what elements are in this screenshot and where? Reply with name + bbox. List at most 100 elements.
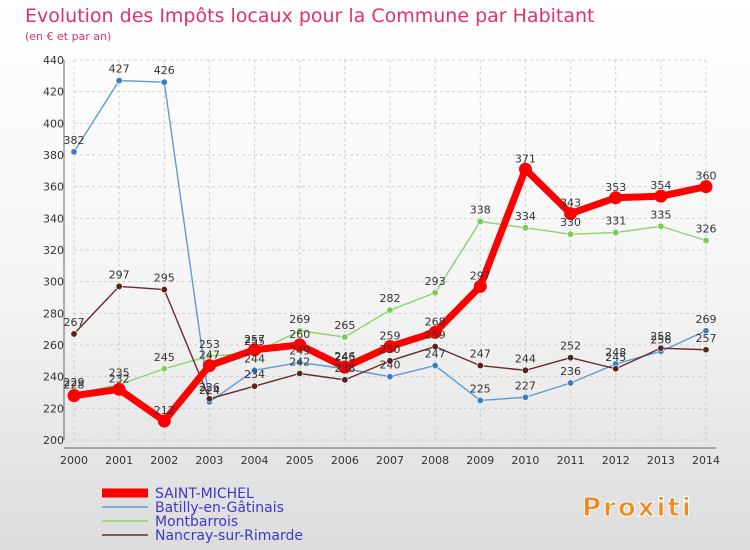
point-saint-michel-2003 xyxy=(202,359,216,373)
y-tick-240: 240 xyxy=(43,371,64,384)
label-batilly-en-g-tinais-2004: 244 xyxy=(244,352,265,365)
point-montbarrois-2011 xyxy=(567,230,575,238)
label-batilly-en-g-tinais-2005: 249 xyxy=(289,344,310,357)
label-batilly-en-g-tinais-2007: 240 xyxy=(380,359,401,372)
point-nancray-sur-rimarde-2013 xyxy=(657,344,665,352)
label-montbarrois-2004: 255 xyxy=(244,335,265,348)
label-montbarrois-2006: 265 xyxy=(334,319,355,332)
point-saint-michel-2008 xyxy=(428,325,442,339)
label-batilly-en-g-tinais-2013: 256 xyxy=(650,333,671,346)
point-batilly-en-g-tinais-2000 xyxy=(70,148,78,156)
label-nancray-sur-rimarde-2006: 238 xyxy=(334,362,355,375)
label-batilly-en-g-tinais-2008: 247 xyxy=(425,348,446,361)
point-batilly-en-g-tinais-2009 xyxy=(476,396,484,404)
y-tick-260: 260 xyxy=(43,339,64,352)
x-tick-2010: 2010 xyxy=(511,454,539,467)
label-batilly-en-g-tinais-2002: 426 xyxy=(154,64,175,77)
label-nancray-sur-rimarde-2012: 245 xyxy=(605,351,626,364)
point-nancray-sur-rimarde-2000 xyxy=(70,330,78,338)
label-nancray-sur-rimarde-2011: 252 xyxy=(560,340,581,353)
label-saint-michel-2006: 246 xyxy=(334,350,355,363)
label-montbarrois-2000: 229 xyxy=(64,376,85,389)
point-saint-michel-2011 xyxy=(564,207,578,221)
label-batilly-en-g-tinais-2003: 224 xyxy=(199,384,220,397)
chart-subtitle: (en € et par an) xyxy=(25,30,111,43)
label-nancray-sur-rimarde-2003: 226 xyxy=(199,381,220,394)
point-montbarrois-2008 xyxy=(431,289,439,297)
point-batilly-en-g-tinais-2004 xyxy=(251,366,259,374)
y-tick-420: 420 xyxy=(43,86,64,99)
label-batilly-en-g-tinais-2014: 269 xyxy=(696,313,717,326)
point-saint-michel-2005 xyxy=(293,338,307,352)
point-nancray-sur-rimarde-2004 xyxy=(251,382,259,390)
point-nancray-sur-rimarde-2014 xyxy=(702,346,710,354)
point-saint-michel-2007 xyxy=(383,340,397,354)
label-batilly-en-g-tinais-2000: 382 xyxy=(64,134,85,147)
point-batilly-en-g-tinais-2001 xyxy=(115,77,123,85)
label-saint-michel-2003: 247 xyxy=(199,349,220,362)
proxiti-logo: Proxiti xyxy=(582,493,692,524)
label-montbarrois-2002: 245 xyxy=(154,351,175,364)
label-batilly-en-g-tinais-2006: 245 xyxy=(334,351,355,364)
label-batilly-en-g-tinais-2001: 427 xyxy=(109,63,130,76)
x-tick-2005: 2005 xyxy=(286,454,314,467)
point-montbarrois-2013 xyxy=(657,222,665,230)
label-montbarrois-2010: 334 xyxy=(515,210,536,223)
point-montbarrois-2012 xyxy=(612,229,620,237)
legend-label-montbarrois: Montbarrois xyxy=(155,514,238,530)
x-tick-2004: 2004 xyxy=(241,454,269,467)
point-nancray-sur-rimarde-2001 xyxy=(115,282,123,290)
y-tick-220: 220 xyxy=(43,402,64,415)
label-saint-michel-2014: 360 xyxy=(696,170,717,183)
legend-label-nancray-sur-rimarde: Nancray-sur-Rimarde xyxy=(155,528,303,544)
label-nancray-sur-rimarde-2014: 257 xyxy=(696,332,717,345)
point-montbarrois-2009 xyxy=(476,218,484,226)
point-nancray-sur-rimarde-2006 xyxy=(341,376,349,384)
x-tick-2008: 2008 xyxy=(421,454,449,467)
label-montbarrois-2013: 335 xyxy=(650,208,671,221)
label-nancray-sur-rimarde-2013: 258 xyxy=(650,330,671,343)
point-montbarrois-2005 xyxy=(296,327,304,335)
x-tick-2003: 2003 xyxy=(195,454,223,467)
y-tick-280: 280 xyxy=(43,307,64,320)
label-nancray-sur-rimarde-2005: 242 xyxy=(289,356,310,369)
label-batilly-en-g-tinais-2010: 227 xyxy=(515,379,536,392)
x-tick-2001: 2001 xyxy=(105,454,133,467)
point-saint-michel-2014 xyxy=(699,180,713,194)
x-tick-2007: 2007 xyxy=(376,454,404,467)
point-montbarrois-2010 xyxy=(521,224,529,232)
label-montbarrois-2003: 253 xyxy=(199,338,220,351)
x-tick-2012: 2012 xyxy=(602,454,630,467)
point-batilly-en-g-tinais-2005 xyxy=(296,358,304,366)
label-nancray-sur-rimarde-2009: 247 xyxy=(470,348,491,361)
label-saint-michel-2013: 354 xyxy=(650,179,671,192)
point-saint-michel-2001 xyxy=(112,382,126,396)
chart-title: Evolution des Impôts locaux pour la Comm… xyxy=(25,5,595,27)
legend: SAINT-MICHELBatilly-en-GâtinaisMontbarro… xyxy=(102,486,303,544)
point-saint-michel-2013 xyxy=(654,189,668,203)
label-nancray-sur-rimarde-2004: 234 xyxy=(244,368,265,381)
label-montbarrois-2012: 331 xyxy=(605,215,626,228)
label-montbarrois-2008: 293 xyxy=(425,275,446,288)
point-montbarrois-2007 xyxy=(386,306,394,314)
point-saint-michel-2000 xyxy=(67,389,81,403)
label-nancray-sur-rimarde-2007: 250 xyxy=(380,343,401,356)
point-nancray-sur-rimarde-2003 xyxy=(205,395,213,403)
point-nancray-sur-rimarde-2007 xyxy=(386,357,394,365)
label-saint-michel-2004: 257 xyxy=(244,333,265,346)
point-nancray-sur-rimarde-2012 xyxy=(612,365,620,373)
x-tick-2013: 2013 xyxy=(647,454,675,467)
legend-label-batilly-en-g-tinais: Batilly-en-Gâtinais xyxy=(155,500,284,516)
label-montbarrois-2009: 338 xyxy=(470,204,491,217)
label-saint-michel-2012: 353 xyxy=(605,181,626,194)
series-layer xyxy=(67,77,713,428)
point-batilly-en-g-tinais-2010 xyxy=(521,393,529,401)
point-saint-michel-2009 xyxy=(473,279,487,293)
point-montbarrois-2014 xyxy=(702,237,710,245)
label-nancray-sur-rimarde-2000: 267 xyxy=(64,316,85,329)
label-batilly-en-g-tinais-2009: 225 xyxy=(470,382,491,395)
axes xyxy=(63,60,716,449)
y-tick-380: 380 xyxy=(43,149,64,162)
label-montbarrois-2001: 235 xyxy=(109,367,130,380)
